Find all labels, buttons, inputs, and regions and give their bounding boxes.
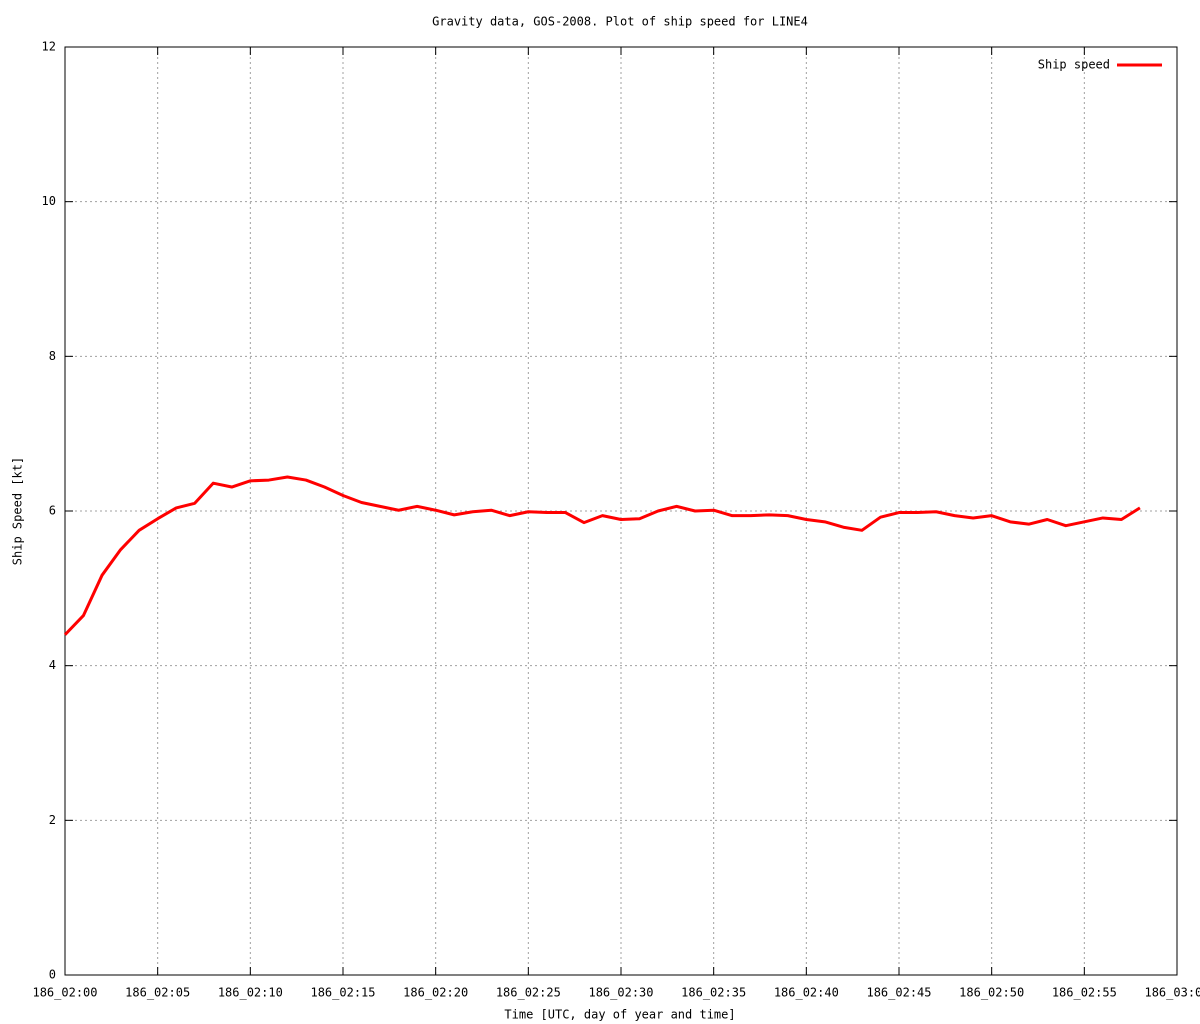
x-tick-label: 186_02:55 (1052, 986, 1117, 1000)
x-tick-label: 186_02:25 (496, 986, 561, 1000)
x-tick-label: 186_02:05 (125, 986, 190, 1000)
x-tick-label: 186_02:30 (588, 986, 653, 1000)
y-tick-label: 6 (49, 504, 56, 518)
x-axis-label: Time [UTC, day of year and time] (504, 1008, 735, 1022)
legend-label: Ship speed (1038, 58, 1110, 72)
x-tick-label: 186_02:00 (32, 986, 97, 1000)
data-line (63, 475, 1141, 636)
y-tick-label: 12 (42, 40, 56, 54)
y-axis-label: Ship Speed [kt] (11, 457, 25, 565)
x-tick-label: 186_02:45 (866, 986, 931, 1000)
x-tick-label: 186_03:00 (1144, 986, 1200, 1000)
y-tick-label: 10 (42, 194, 56, 208)
x-tick-label: 186_02:35 (681, 986, 746, 1000)
y-tick-label: 0 (49, 968, 56, 982)
chart-title: Gravity data, GOS-2008. Plot of ship spe… (432, 15, 808, 29)
y-tick-label: 8 (49, 349, 56, 363)
x-tick-label: 186_02:20 (403, 986, 468, 1000)
x-tick-label: 186_02:10 (218, 986, 283, 1000)
x-tick-label: 186_02:40 (774, 986, 839, 1000)
y-tick-label: 2 (49, 813, 56, 827)
x-tick-label: 186_02:50 (959, 986, 1024, 1000)
x-tick-label: 186_02:15 (310, 986, 375, 1000)
y-tick-label: 4 (49, 658, 56, 672)
plot-border (64, 46, 1178, 976)
